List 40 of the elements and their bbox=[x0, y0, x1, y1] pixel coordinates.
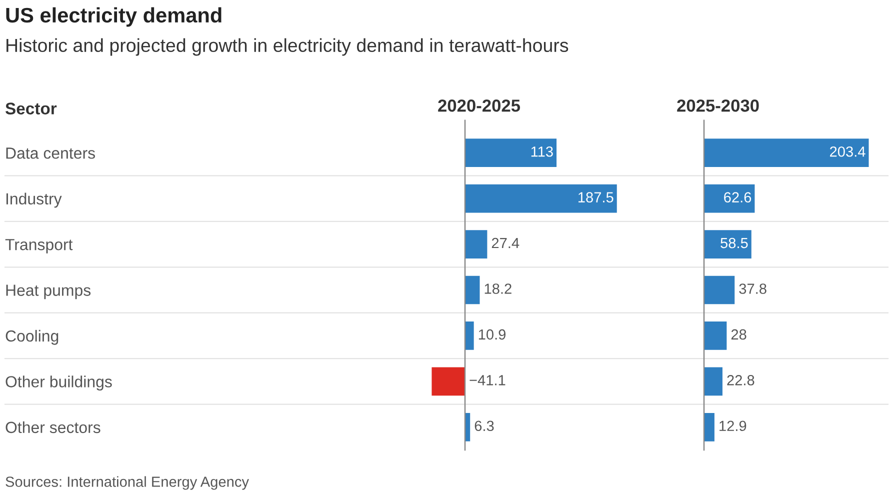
data-label: 113 bbox=[531, 146, 553, 157]
y-tick-label: Industry bbox=[6, 192, 62, 208]
bar bbox=[465, 184, 617, 213]
bar bbox=[465, 322, 474, 350]
data-label: 187.5 bbox=[578, 192, 614, 202]
bar bbox=[704, 367, 722, 396]
data-label: 28 bbox=[731, 329, 746, 340]
bar bbox=[704, 184, 755, 213]
chart-subtitle: Historic and projected growth in electricity demand in terawatt-hours bbox=[6, 38, 568, 56]
data-label: 62.6 bbox=[724, 192, 752, 202]
x-axis-title: 2020-2025 bbox=[438, 100, 520, 112]
y-tick-label: Heat pumps bbox=[6, 284, 91, 300]
y-tick-label: Transport bbox=[5, 239, 73, 254]
bar bbox=[465, 276, 480, 304]
data-label: 6.3 bbox=[474, 420, 494, 432]
data-label: 203.4 bbox=[830, 146, 866, 157]
y-tick-label: Other buildings bbox=[6, 376, 112, 391]
y-tick-label: Other sectors bbox=[6, 421, 100, 434]
bar bbox=[465, 138, 557, 168]
data-label: −41.1 bbox=[470, 375, 506, 386]
data-label: 10.9 bbox=[478, 329, 506, 340]
text: US electricity demand bbox=[6, 7, 222, 27]
data-label: 27.4 bbox=[492, 238, 520, 248]
data-label: 12.9 bbox=[720, 420, 746, 432]
data-label: 37.8 bbox=[739, 284, 766, 294]
bar bbox=[704, 230, 752, 258]
bar bbox=[704, 138, 869, 168]
bar bbox=[465, 230, 488, 258]
bar bbox=[432, 367, 465, 396]
source-note: Sources: International Energy Agency bbox=[6, 476, 249, 490]
y-tick-label: Data centers bbox=[6, 148, 95, 159]
data-label: 22.8 bbox=[727, 375, 754, 386]
y-axis-title: Sector bbox=[5, 102, 57, 114]
bar bbox=[704, 322, 727, 350]
bar bbox=[704, 412, 714, 442]
data-label: 58.5 bbox=[720, 238, 748, 248]
bar bbox=[704, 276, 735, 304]
x-axis-title: 2025-2030 bbox=[677, 100, 759, 112]
y-tick-label: Cooling bbox=[6, 330, 58, 345]
data-label: 18.2 bbox=[484, 284, 512, 294]
